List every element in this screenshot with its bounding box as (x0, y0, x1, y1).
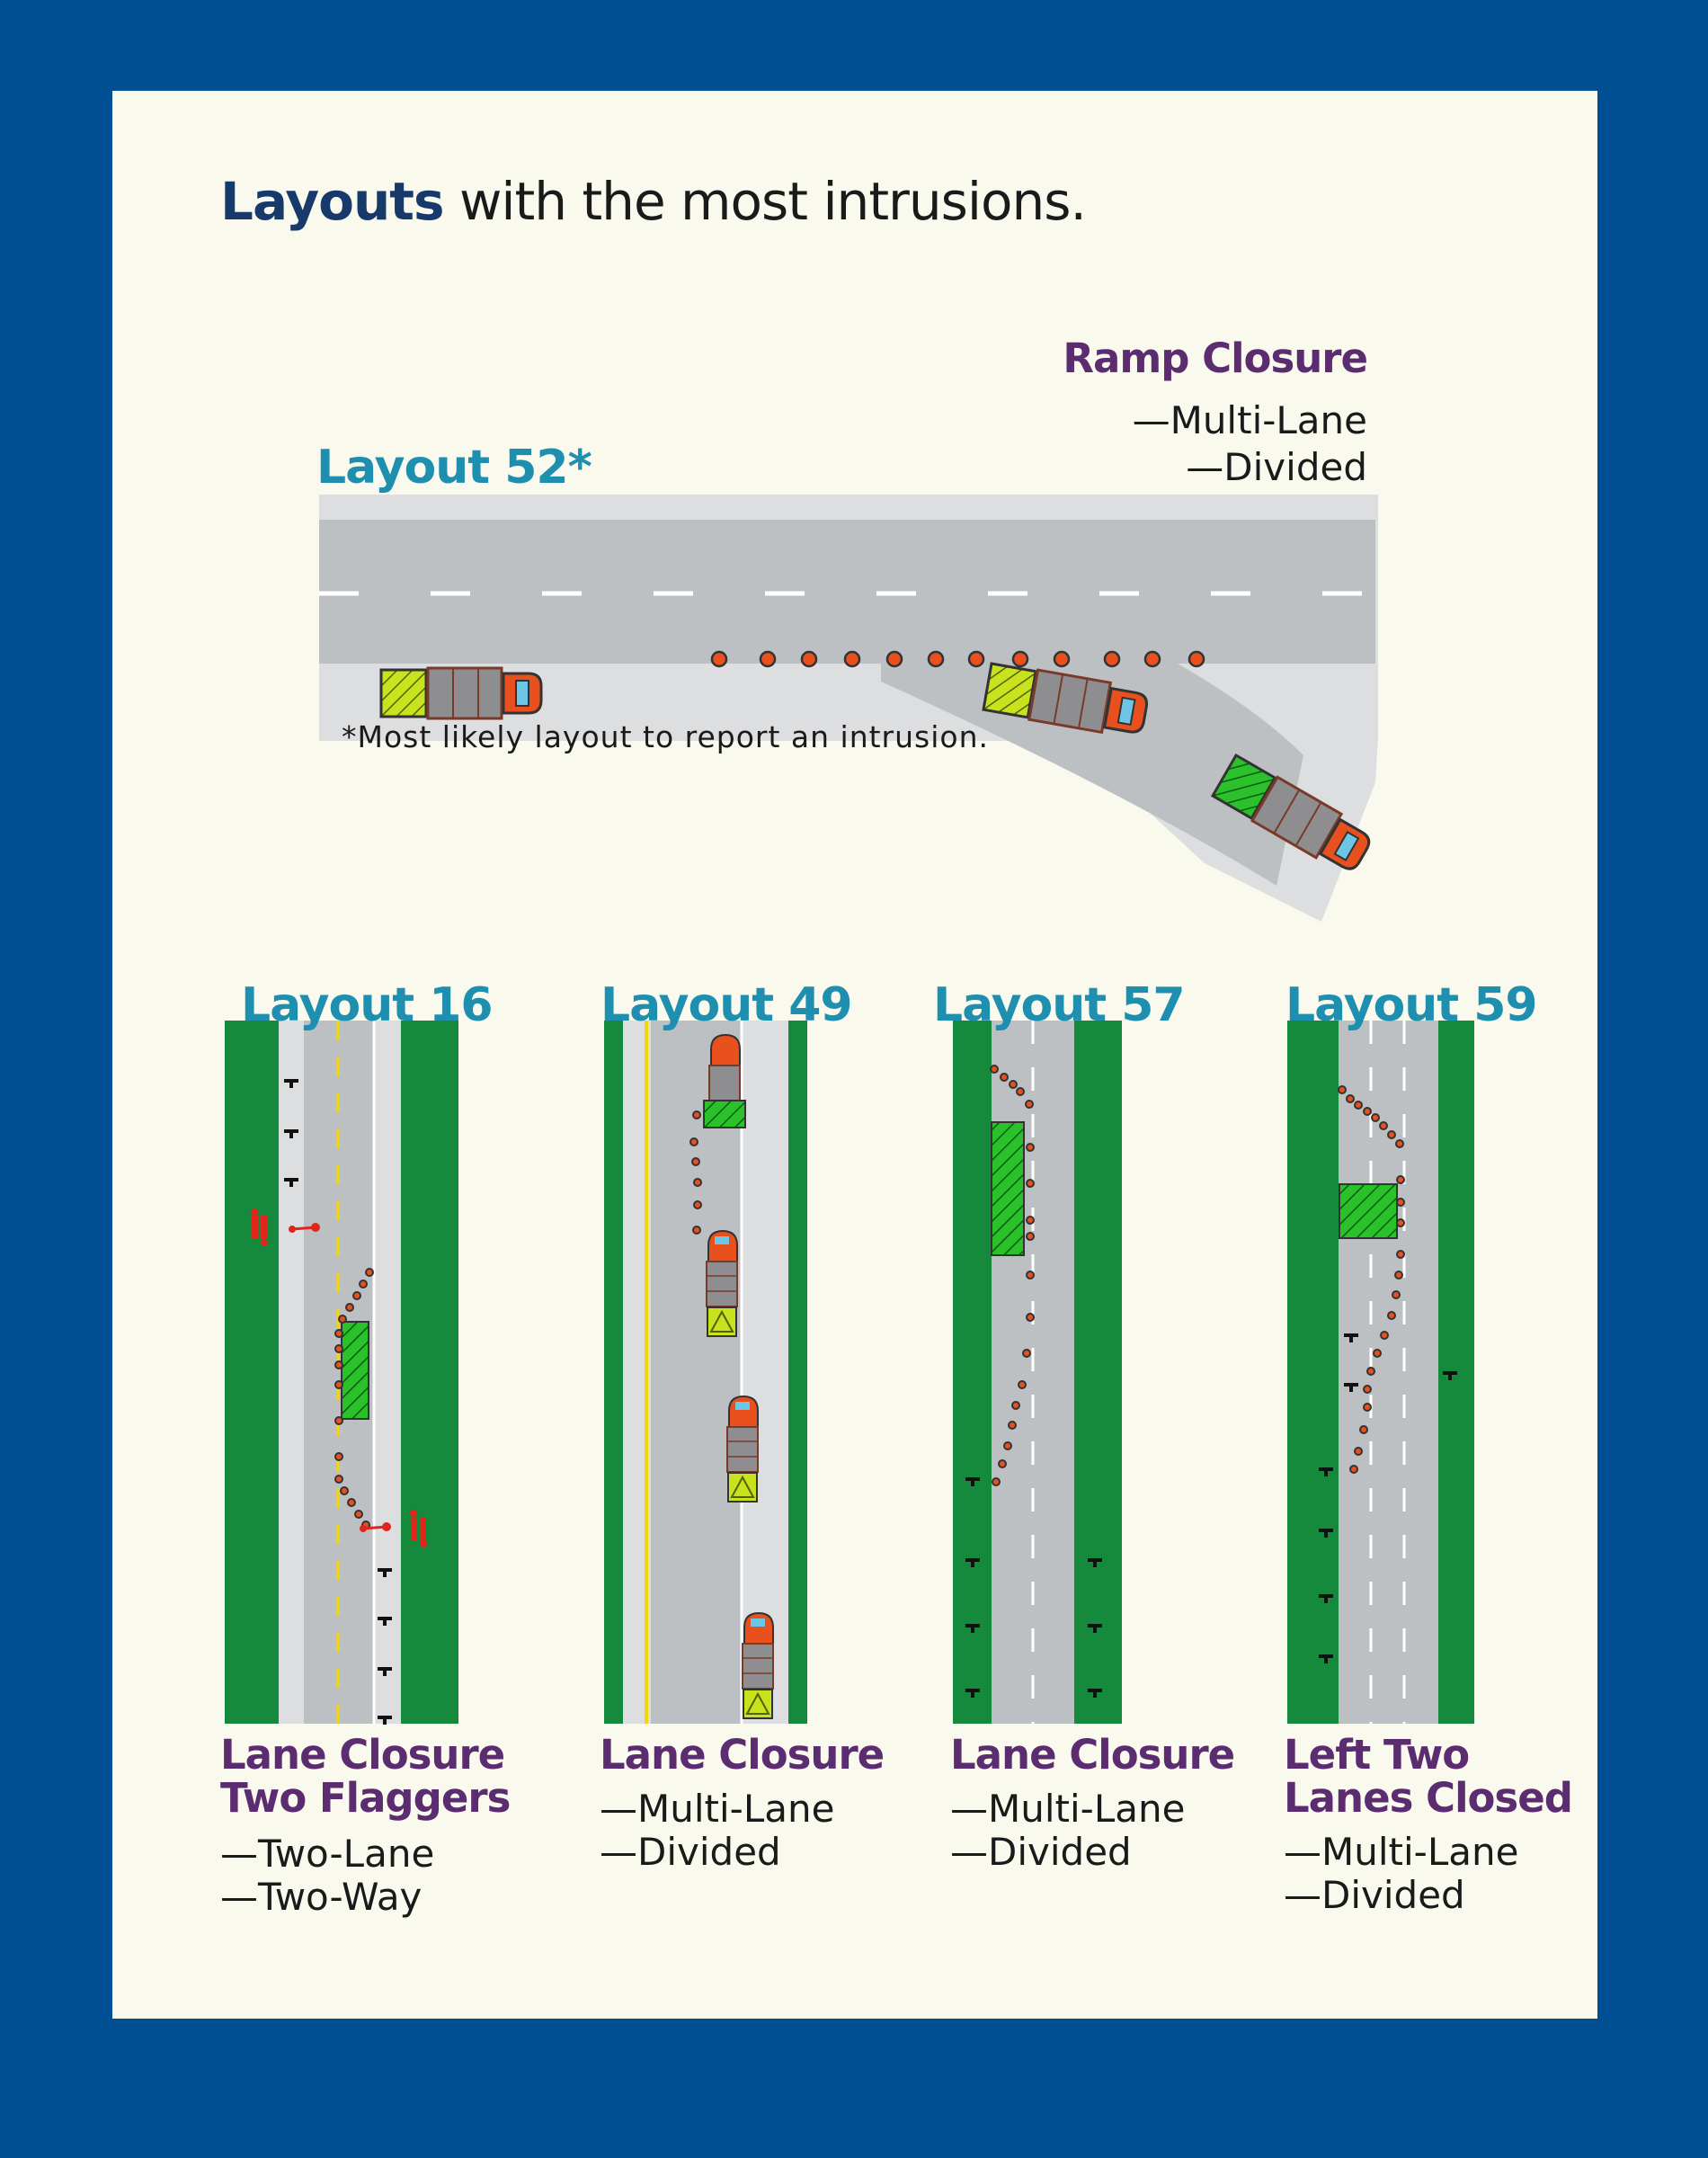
layout-49-line-1: —Multi-Lane (600, 1787, 835, 1831)
layout-52-line-1: —Multi-Lane (1132, 398, 1367, 442)
truck-icon (726, 1396, 759, 1503)
layout-59-label: Layout 59 (1285, 978, 1538, 1032)
layout-57-line-2: —Divided (950, 1830, 1132, 1874)
layout-49-line-2: —Divided (600, 1830, 781, 1874)
truck-icon (742, 1612, 774, 1719)
layout-57-diagram (953, 1021, 1122, 1724)
layout-57-line-1: —Multi-Lane (950, 1787, 1186, 1831)
layout-16-label: Layout 16 (241, 978, 494, 1032)
layout-59-diagram (1287, 1021, 1474, 1724)
layout-59-line-2: —Divided (1284, 1873, 1465, 1917)
layout-57-label: Layout 57 (933, 978, 1186, 1032)
layout-49-label: Layout 49 (600, 978, 853, 1032)
layout-49-caption: Lane Closure (600, 1731, 885, 1779)
layout-16-line-1: —Two-Lane (220, 1832, 435, 1876)
layout-52-caption: Ramp Closure (1063, 334, 1368, 382)
layout-57-caption: Lane Closure (950, 1731, 1235, 1779)
layout-16-line-2: —Two-Way (220, 1875, 423, 1919)
layout-59-line-1: —Multi-Lane (1284, 1830, 1519, 1874)
layout-59-caption-1: Left Two (1284, 1731, 1470, 1779)
layout-59-caption-2: Lanes Closed (1284, 1774, 1573, 1822)
page-title: Layouts with the most intrusions. (220, 171, 1087, 232)
layout-16-caption-1: Lane Closure (220, 1731, 505, 1779)
layout-16-diagram (225, 1021, 458, 1726)
layout-52-label: Layout 52* (316, 441, 592, 495)
layout-16-caption-2: Two Flaggers (220, 1774, 511, 1822)
layout-52-diagram (319, 495, 1378, 922)
layout-49-diagram (604, 1021, 807, 1724)
layout-52-note: *Most likely layout to report an intrusi… (342, 719, 989, 754)
truck-icon (706, 1230, 738, 1337)
layout-52-line-2: —Divided (1186, 445, 1367, 489)
